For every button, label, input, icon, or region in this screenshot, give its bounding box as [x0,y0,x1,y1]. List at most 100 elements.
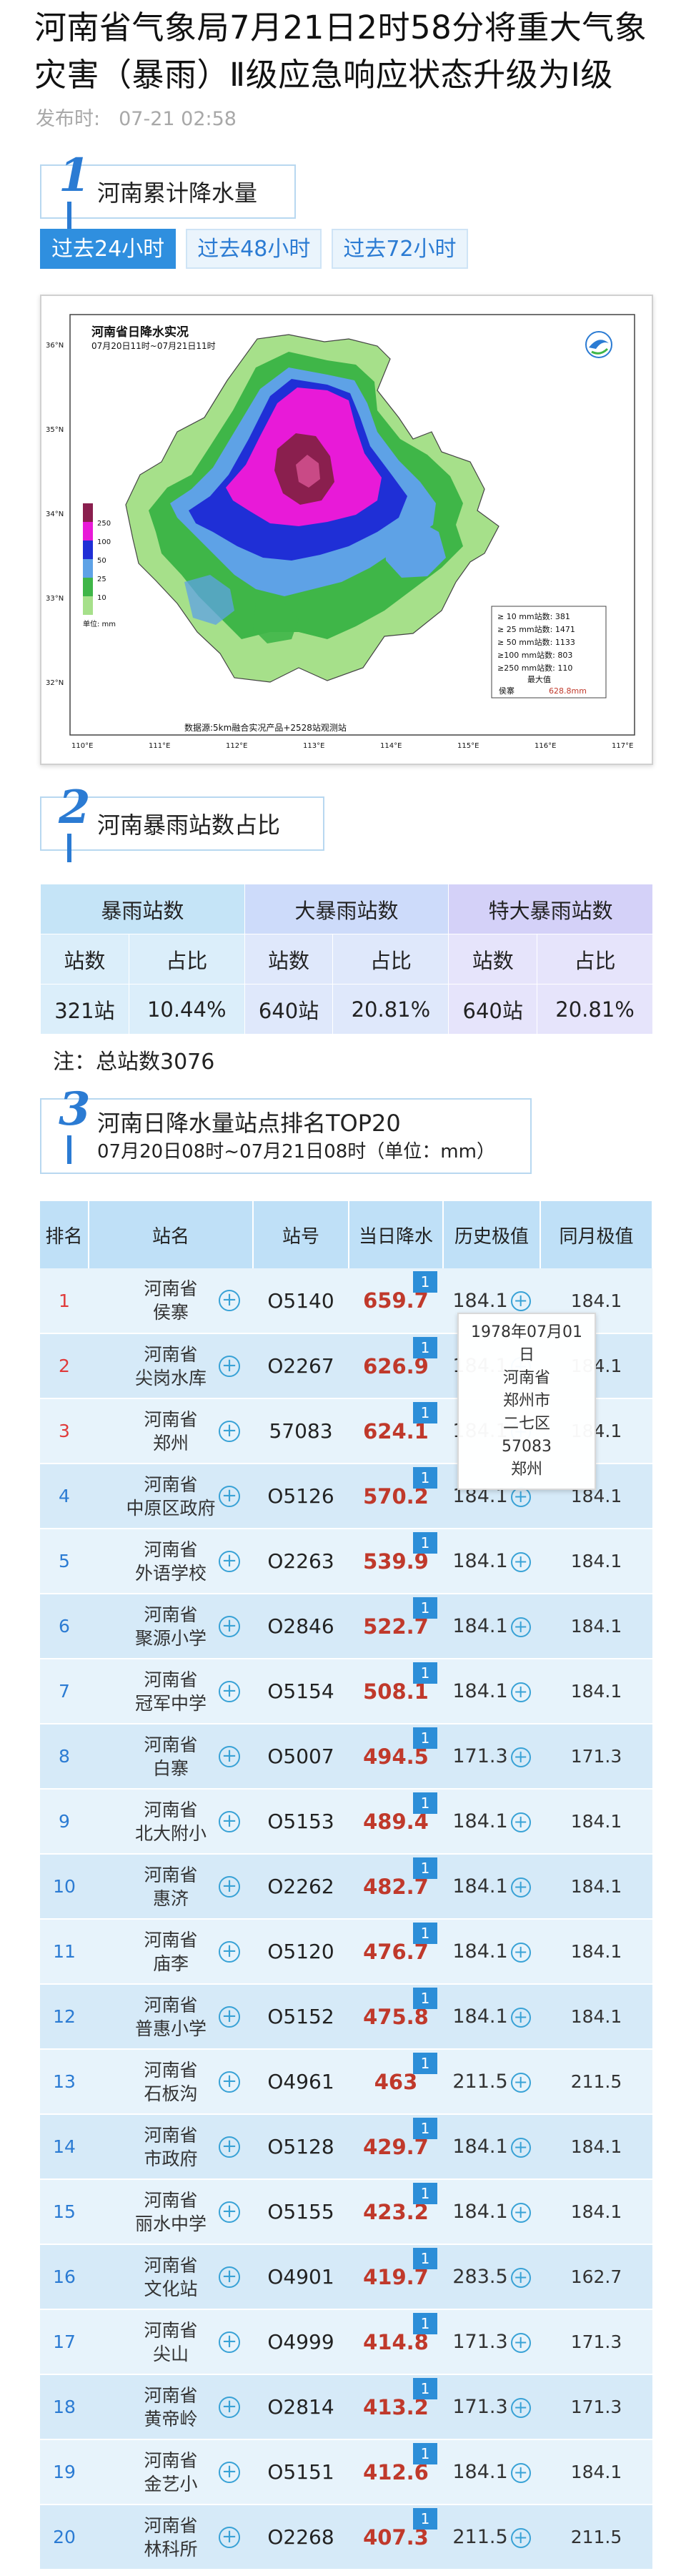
expand-plus-icon[interactable]: + [219,2071,240,2093]
expand-plus-icon[interactable]: + [219,1745,240,1767]
top20-body: 1 河南省 侯寨 + O5140 1 659.7 184.1 +184.1 2 河南省 尖岗水库 + O2… [40,1268,652,2570]
expand-plus-icon[interactable]: + [219,1550,240,1572]
rank-cell: 10 [40,1854,89,1920]
section-1-bar [67,202,71,230]
table-row: 17 河南省 尖山 + O4999 1 414.8 171.3 +171.3 [40,2309,652,2375]
history-detail-plus-icon[interactable]: + [510,1812,531,1832]
station-name-cell: 河南省 郑州 + [89,1398,253,1464]
month-max-cell: 184.1 [540,1984,652,2050]
rank-cell: 6 [40,1594,89,1659]
station-province: 河南省 [144,1669,198,1690]
tab-24h[interactable]: 过去24小时 [40,229,177,269]
daily-rain-cell: 1 659.7 [349,1268,443,1334]
history-detail-plus-icon[interactable]: + [510,2267,531,2288]
history-max-value: 184.1 [452,1615,508,1637]
svg-text:侯寨: 侯寨 [499,686,514,696]
total-stations-note: 注：总站数3076 [53,1050,215,1075]
expand-plus-icon[interactable]: + [219,2136,240,2158]
history-detail-plus-icon[interactable]: + [510,2072,531,2093]
history-detail-plus-icon[interactable]: + [510,1291,531,1311]
expand-plus-icon[interactable]: + [219,2331,240,2353]
history-detail-plus-icon[interactable]: + [510,2332,531,2353]
expand-plus-icon[interactable]: + [219,1485,240,1507]
expand-plus-icon[interactable]: + [219,1875,240,1898]
tooltip-date: 1978年07月01日 [471,1323,582,1364]
station-id-cell: O2262 [253,1854,349,1920]
history-detail-plus-icon[interactable]: + [510,2462,531,2483]
month-max-cell: 171.3 [540,2309,652,2375]
station-name-cell: 河南省 北大附小 + [89,1789,253,1855]
svg-text:最大值: 最大值 [527,674,551,684]
daily-rain-cell: 1 539.9 [349,1529,443,1594]
rank-cell: 7 [40,1659,89,1724]
expand-plus-icon[interactable]: + [219,1355,240,1377]
col-rank: 排名 [40,1201,89,1268]
rank-cell: 9 [40,1789,89,1855]
expand-plus-icon[interactable]: + [219,1290,240,1311]
history-detail-plus-icon[interactable]: + [510,1747,531,1767]
rainfall-map[interactable]: 河南省日降水实况 07月20日11时~07月21日11时 [40,295,653,765]
section-2-number: 2 [59,781,91,834]
history-detail-plus-icon[interactable]: + [510,1551,531,1572]
history-detail-plus-icon[interactable]: + [510,1617,531,1637]
station-id-cell: O4999 [253,2309,349,2375]
rank-badge: 1 [413,1662,437,1684]
history-max-cell: 184.1+ [443,1984,540,2050]
station-name-cell: 河南省 林科所 + [89,2505,253,2570]
month-max-cell: 162.7 [540,2244,652,2310]
station-province: 河南省 [144,2515,198,2536]
history-detail-plus-icon[interactable]: + [510,2397,531,2418]
svg-text:113°E: 113°E [303,742,324,750]
table-row: 19 河南省 金艺小 + O5151 1 412.6 184.1 +184.1 [40,2439,652,2505]
history-detail-plus-icon[interactable]: + [510,2137,531,2158]
rank-cell: 17 [40,2309,89,2375]
rank-badge: 1 [413,2378,437,2399]
tooltip-province: 河南省 [502,1369,550,1387]
rank-cell: 14 [40,2114,89,2180]
expand-plus-icon[interactable]: + [219,2266,240,2288]
station-id-cell: O4901 [253,2244,349,2310]
tab-48h[interactable]: 过去48小时 [186,229,322,269]
history-detail-plus-icon[interactable]: + [510,2007,531,2028]
expand-plus-icon[interactable]: + [219,1810,240,1832]
history-max-value: 184.1 [452,1550,508,1572]
rank-badge: 1 [413,1988,437,2009]
history-detail-plus-icon[interactable]: + [510,1942,531,1963]
svg-text:32°N: 32°N [46,679,64,687]
ratio-label: 占比 [537,934,653,984]
station-id-cell: O4961 [253,2049,349,2115]
daily-rain-cell: 1 570.2 [349,1464,443,1529]
station-name-cell: 河南省 金艺小 + [89,2439,253,2505]
expand-plus-icon[interactable]: + [219,2396,240,2418]
month-max-cell: 184.1 [540,1854,652,1920]
station-province: 河南省 [144,1734,198,1755]
history-detail-plus-icon[interactable]: + [510,2527,531,2548]
province-rainfall [125,334,499,683]
history-detail-plus-icon[interactable]: + [510,1682,531,1702]
station-province: 河南省 [144,1278,198,1299]
tooltip-station-name: 郑州 [510,1461,542,1479]
station-province: 河南省 [144,1994,198,2015]
expand-plus-icon[interactable]: + [219,1940,240,1963]
expand-plus-icon[interactable]: + [219,2005,240,2028]
history-max-cell: 184.1+ [443,2114,540,2180]
period-tabs: 过去24小时 过去48小时 过去72小时 [40,229,468,269]
expand-plus-icon[interactable]: + [219,1420,240,1442]
history-detail-plus-icon[interactable]: + [510,1877,531,1898]
count-label: 站数 [448,934,538,984]
expand-plus-icon[interactable]: + [219,2461,240,2483]
daily-rain-cell: 1 423.2 [349,2179,443,2245]
expand-plus-icon[interactable]: + [219,1615,240,1637]
station-name: 郑州 [152,1432,189,1454]
section-3-heading: 3 河南日降水量站点排名TOP20 07月20日08时~07月21日08时（单位… [40,1087,532,1174]
expand-plus-icon[interactable]: + [219,1680,240,1702]
expand-plus-icon[interactable]: + [219,2201,240,2223]
history-detail-plus-icon[interactable]: + [510,2202,531,2223]
svg-text:116°E: 116°E [535,742,556,750]
expand-plus-icon[interactable]: + [219,2526,240,2548]
rank-cell: 11 [40,1919,89,1985]
daily-rain-cell: 1 419.7 [349,2244,443,2310]
svg-text:10: 10 [97,594,106,602]
tab-72h[interactable]: 过去72小时 [332,229,468,269]
station-id-cell: O2267 [253,1333,349,1399]
